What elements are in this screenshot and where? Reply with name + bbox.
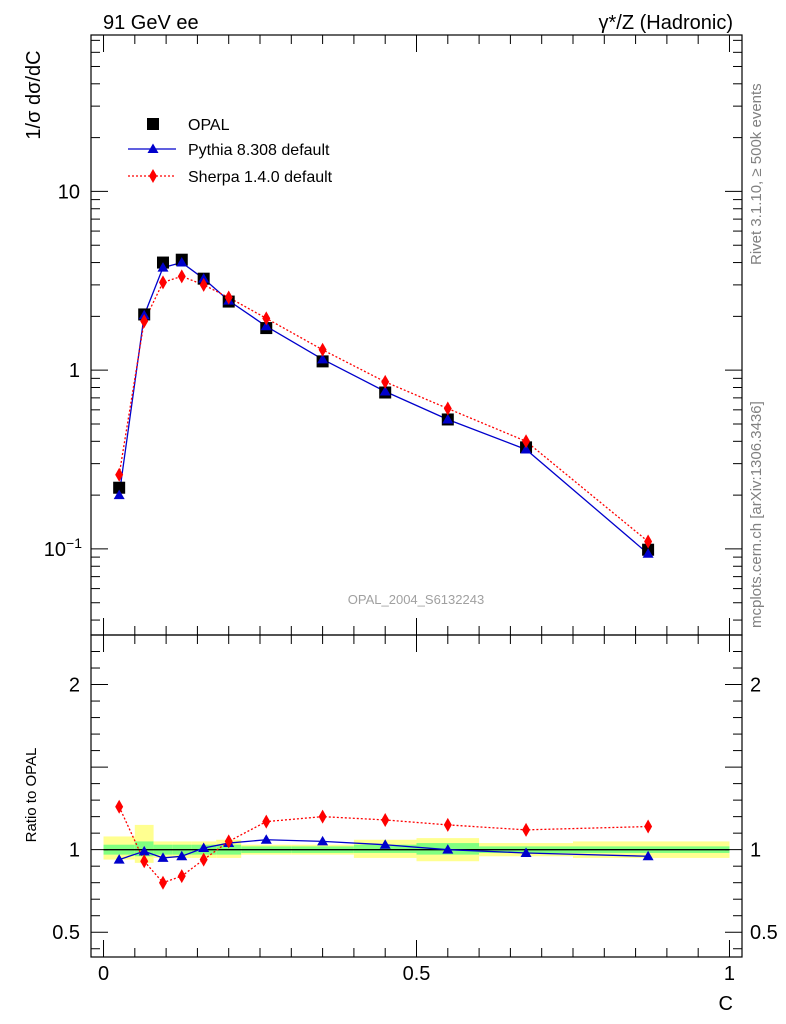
ratio-y-tick-label-right: 2 <box>750 675 761 697</box>
ratio-sherpa-point <box>443 817 452 832</box>
ratio-y-tick-label-left: 2 <box>69 675 80 697</box>
main-y-tick-label: 1 <box>69 360 80 382</box>
header-left-label: 91 GeV ee <box>103 12 199 34</box>
ratio-pythia-point <box>520 847 532 857</box>
ratio-y-tick-label-right: 0.5 <box>750 922 778 944</box>
source-label: mcplots.cern.ch [arXiv:1306.3436] <box>748 401 765 628</box>
sherpa-point <box>644 534 653 549</box>
ratio-pythia-point <box>379 839 391 849</box>
sherpa-point <box>140 314 149 329</box>
pythia-point <box>642 548 654 558</box>
legend-marker-sherpa <box>149 169 157 183</box>
x-tick-label: 0 <box>98 963 109 985</box>
ratio-pythia-point <box>442 844 454 854</box>
ratio-pythia-point <box>113 854 125 864</box>
rivet-version-label: Rivet 3.1.10, ≥ 500k events <box>748 83 765 265</box>
main-y-tick-label: 10 <box>58 181 80 203</box>
pythia-point <box>260 320 272 331</box>
ratio-axes: 0.5 0.5 1 1 2 2 0 0.5 1 <box>52 634 778 985</box>
header-right-label: γ*/Z (Hadronic) <box>599 12 733 34</box>
ratio-pythia-point <box>642 850 654 861</box>
opal-data-point <box>113 481 126 494</box>
ratio-pythia-point <box>138 845 150 856</box>
sherpa-point <box>318 342 327 357</box>
ratio-sherpa-line <box>118 806 649 884</box>
ratio-sherpa-point <box>522 822 531 837</box>
sherpa-point <box>115 467 124 482</box>
ratio-pythia-point <box>176 850 188 861</box>
pythia-point <box>317 353 329 364</box>
legend-marker-pythia <box>147 143 159 153</box>
pythia-point <box>442 413 454 424</box>
sherpa-point <box>224 290 233 305</box>
sherpa-point <box>199 277 208 292</box>
x-tick-label: 1 <box>724 963 735 985</box>
ratio-sherpa-point <box>381 812 390 827</box>
ratio-sherpa-point <box>199 852 208 867</box>
sherpa-point <box>443 401 452 416</box>
main-y-axis-label: 1/σ dσ/dC <box>23 50 45 139</box>
ratio-pythia-line <box>118 839 649 861</box>
ratio-sherpa-point <box>644 819 653 834</box>
ratio-y-axis-label: Ratio to OPAL <box>23 748 40 843</box>
ratio-band-inner <box>353 844 417 853</box>
ratio-pythia-point <box>260 834 272 844</box>
main-panel: 10−1 1 10 OPAL_2004_S6132243 1/σ dσ/dC OPA… <box>23 34 743 636</box>
ratio-sherpa-point <box>262 814 271 829</box>
legend-label-opal: OPAL <box>188 117 230 134</box>
ratio-sherpa-point <box>158 875 167 890</box>
x-axis-label: C <box>719 993 733 1015</box>
sherpa-point <box>158 275 167 290</box>
ratio-y-tick-label-left: 1 <box>69 840 80 862</box>
sherpa-point <box>381 374 390 389</box>
pythia-line <box>118 261 649 555</box>
ratio-y-tick-label-left: 0.5 <box>52 922 80 944</box>
main-y-tick-label: 10−1 <box>44 535 82 561</box>
ratio-panel: 0.5 0.5 1 1 2 2 0 0.5 1 Ratio to OPAL <box>23 634 778 985</box>
pythia-point <box>113 489 125 500</box>
ratio-sherpa-point <box>224 834 233 849</box>
sherpa-line <box>118 275 649 543</box>
ratio-pythia-point <box>157 852 169 862</box>
ratio-frame <box>90 634 743 958</box>
sherpa-point <box>522 434 531 449</box>
legend-marker-opal <box>147 118 159 130</box>
analysis-label: OPAL_2004_S6132243 <box>348 592 484 607</box>
ratio-sherpa-point <box>177 869 186 884</box>
ratio-sherpa-point <box>318 809 327 824</box>
pythia-point <box>176 257 188 267</box>
legend: OPAL Pythia 8.308 default Sherpa 1.4.0 d… <box>128 117 333 186</box>
legend-label-sherpa: Sherpa 1.4.0 default <box>188 169 333 186</box>
ratio-sherpa-point <box>140 854 149 869</box>
ratio-y-tick-label-right: 1 <box>750 840 761 862</box>
ratio-pythia-point <box>317 835 329 846</box>
ratio-sherpa-point <box>115 799 124 814</box>
pythia-point <box>379 385 391 396</box>
ratio-pythia-point <box>198 842 210 853</box>
ratio-bands <box>103 824 730 863</box>
sherpa-point <box>262 311 271 326</box>
x-tick-label: 0.5 <box>403 963 431 985</box>
pythia-point <box>520 443 532 454</box>
main-series <box>113 253 655 558</box>
sherpa-point <box>177 269 186 284</box>
ratio-series <box>113 799 654 890</box>
pythia-point <box>157 262 169 272</box>
legend-label-pythia: Pythia 8.308 default <box>188 142 330 159</box>
